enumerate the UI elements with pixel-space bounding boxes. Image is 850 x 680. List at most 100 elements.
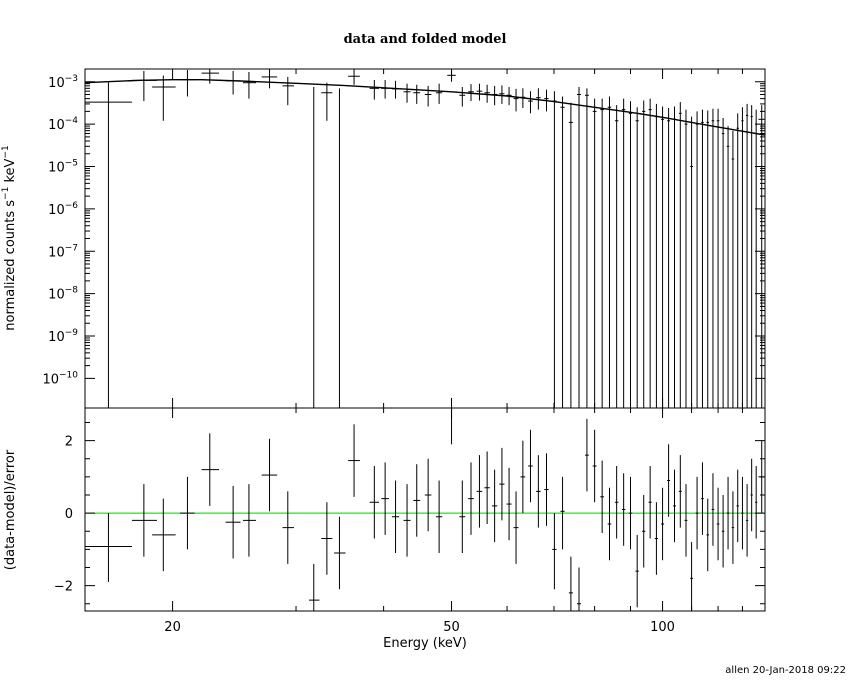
- upper-y-axis-label: normalized counts s−1 keV−1: [1, 145, 18, 330]
- residual-point: [635, 534, 639, 608]
- data-point: [621, 98, 626, 408]
- tick-exponent: −8: [65, 286, 79, 296]
- data-point: [506, 87, 512, 106]
- data-point: [131, 70, 157, 102]
- residual-point: [369, 466, 380, 539]
- tick-exponent: −5: [65, 159, 78, 169]
- residual-point: [242, 484, 256, 557]
- residual-point: [413, 464, 421, 537]
- tick-base: 10: [48, 330, 65, 345]
- data-point: [348, 69, 360, 85]
- y-tick-label: 10−5: [48, 159, 78, 176]
- residual-point: [614, 466, 619, 539]
- lower-y-tick-label: −2: [54, 580, 73, 595]
- tick-exponent: −7: [65, 243, 78, 253]
- data-point: [584, 88, 589, 408]
- data-point: [678, 102, 682, 408]
- residual-point: [484, 451, 490, 524]
- y-tick-label: 10−3: [48, 74, 78, 91]
- residual-point: [282, 491, 294, 564]
- y-tick-label: 10−8: [48, 286, 78, 303]
- residual-point: [468, 462, 474, 535]
- x-tick-label: 20: [164, 620, 181, 635]
- residual-point: [745, 484, 749, 557]
- residual-point: [592, 429, 597, 503]
- ylabel-mid: keV: [3, 158, 18, 186]
- data-point: [321, 82, 333, 121]
- residual-point: [750, 458, 753, 532]
- data-point: [667, 108, 671, 408]
- lower-y-axis-label: (data-model)/error: [3, 449, 18, 570]
- residual-point: [577, 567, 582, 611]
- footer-stamp: allen 20-Jan-2018 09:22: [725, 665, 846, 676]
- data-point: [152, 75, 176, 121]
- residual-point: [731, 491, 735, 564]
- tick-base: 10: [48, 288, 65, 303]
- residual-point: [334, 516, 346, 590]
- lower-y-tick-label: 0: [65, 507, 73, 522]
- residual-point: [131, 484, 157, 557]
- data-point: [459, 87, 466, 107]
- residual-point: [560, 476, 565, 550]
- data-point: [391, 80, 400, 99]
- data-point: [731, 130, 735, 408]
- lower-y-tick-label: 2: [65, 435, 73, 450]
- lower-panel: −2 0 2: [54, 407, 766, 612]
- data-point: [600, 98, 604, 408]
- data-point: [499, 85, 505, 104]
- data-point: [242, 71, 256, 99]
- data-point: [690, 116, 693, 408]
- ylabel-main: normalized counts s: [3, 200, 18, 331]
- residual-point: [520, 440, 526, 514]
- residual-point: [308, 563, 320, 611]
- data-point: [711, 108, 715, 408]
- residual-point: [381, 462, 389, 535]
- residual-point: [584, 418, 589, 492]
- residual-point: [667, 444, 671, 517]
- data-point: [706, 110, 710, 408]
- tick-base: 10: [48, 245, 65, 260]
- data-point: [381, 80, 389, 99]
- chart-title: data and folded model: [344, 32, 507, 47]
- residual-point: [661, 487, 665, 561]
- lower-y-ticks: −2 0 2: [54, 422, 765, 605]
- residual-point: [673, 469, 676, 543]
- data-point: [607, 96, 612, 408]
- residual-point: [678, 455, 682, 528]
- tick-exponent: −9: [65, 328, 79, 338]
- data-point: [628, 101, 633, 408]
- y-tick-label: 10−7: [48, 243, 78, 260]
- residual-point: [506, 467, 512, 541]
- y-tick-label: 10−6: [48, 201, 78, 218]
- data-point: [716, 108, 720, 408]
- residual-point: [690, 542, 693, 611]
- residual-point: [152, 498, 176, 572]
- data-point: [424, 85, 432, 107]
- data-point: [745, 103, 749, 408]
- residual-point: [261, 438, 278, 512]
- data-point: [673, 106, 676, 408]
- data-point: [334, 88, 346, 409]
- data-point: [642, 100, 646, 408]
- lower-plot-frame: [84, 407, 766, 612]
- data-point: [468, 84, 474, 102]
- residual-point: [544, 453, 549, 526]
- data-point: [552, 91, 557, 408]
- data-point: [544, 89, 549, 112]
- residual-point: [513, 491, 519, 564]
- x-ticks: 20 50 100: [164, 69, 766, 635]
- data-point: [403, 83, 411, 103]
- data-point: [491, 85, 498, 106]
- data-point: [282, 76, 294, 106]
- y-tick-label: 10−9: [48, 328, 78, 345]
- data-point: [695, 111, 699, 408]
- data-point: [661, 106, 665, 408]
- residual-point: [424, 458, 432, 532]
- data-point: [726, 126, 730, 408]
- tick-base: 10: [48, 203, 65, 218]
- data-point: [484, 84, 490, 103]
- residual-point: [628, 476, 633, 550]
- data-point: [520, 88, 526, 109]
